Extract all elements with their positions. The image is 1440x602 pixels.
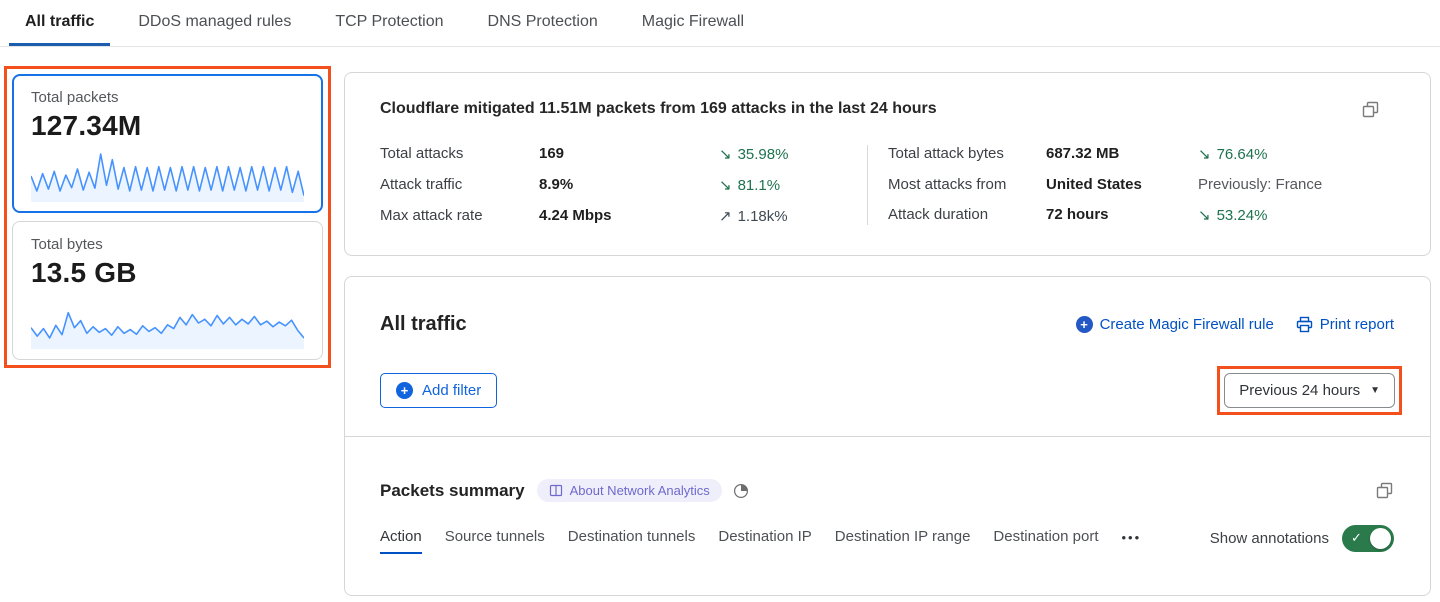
total-packets-sparkline xyxy=(31,150,304,202)
stat-delta: ↘ 35.98% xyxy=(719,146,789,163)
tab-ddos-managed-rules[interactable]: DDoS managed rules xyxy=(138,12,292,30)
metrics-sidebar: Total packets 127.34M Total bytes 13.5 G… xyxy=(4,66,331,368)
attack-summary-title: Cloudflare mitigated 11.51M packets from… xyxy=(380,100,937,117)
total-bytes-sparkline xyxy=(31,297,304,349)
annotation-highlight-metrics: Total packets 127.34M Total bytes 13.5 G… xyxy=(4,66,331,368)
more-tabs-ellipsis-icon[interactable]: ••• xyxy=(1121,529,1142,545)
tab-tcp-protection[interactable]: TCP Protection xyxy=(335,12,444,30)
trend-down-icon: ↘ xyxy=(719,146,732,163)
book-icon xyxy=(549,484,563,497)
stat-previous-value: Previously: France xyxy=(1198,176,1323,193)
stat-delta: ↗ 1.18k% xyxy=(719,208,788,225)
summary-stats-right: Total attack bytes 687.32 MB ↘ 76.64% Mos… xyxy=(867,145,1380,225)
trend-down-icon: ↘ xyxy=(1198,207,1211,224)
print-report-link[interactable]: Print report xyxy=(1296,316,1394,333)
printer-icon xyxy=(1296,316,1313,333)
show-annotations-toggle[interactable]: ✓ xyxy=(1342,525,1394,552)
main-column: Cloudflare mitigated 11.51M packets from… xyxy=(344,66,1431,596)
stat-label: Attack traffic xyxy=(380,176,463,193)
stat-value: 8.9% xyxy=(539,176,574,193)
subtab-source-tunnels[interactable]: Source tunnels xyxy=(444,527,545,545)
tab-dns-protection[interactable]: DNS Protection xyxy=(487,12,598,30)
total-packets-label: Total packets xyxy=(31,89,119,106)
total-packets-value: 127.34M xyxy=(31,110,142,141)
trend-up-icon: ↗ xyxy=(719,208,732,225)
tab-all-traffic[interactable]: All traffic xyxy=(9,0,111,46)
subtab-action[interactable]: Action xyxy=(380,528,422,554)
stat-delta: ↘ 76.64% xyxy=(1198,146,1268,163)
stat-label: Most attacks from xyxy=(888,176,1007,193)
subtab-destination-port[interactable]: Destination port xyxy=(993,527,1099,545)
trend-down-icon: ↘ xyxy=(1198,146,1211,163)
stat-value: 72 hours xyxy=(1046,206,1109,223)
stat-value: 169 xyxy=(539,145,565,162)
top-tabbar: All traffic DDoS managed rules TCP Prote… xyxy=(0,0,1440,47)
all-traffic-card: All traffic + Create Magic Firewall rule xyxy=(344,276,1431,596)
annotation-highlight-timerange: Previous 24 hours ▼ xyxy=(1217,366,1402,415)
trend-down-icon: ↘ xyxy=(719,177,732,194)
subtab-destination-ip-range[interactable]: Destination IP range xyxy=(834,527,971,545)
stat-value: 4.24 Mbps xyxy=(539,207,612,224)
total-bytes-value: 13.5 GB xyxy=(31,257,137,288)
total-bytes-card[interactable]: Total bytes 13.5 GB xyxy=(12,221,323,360)
toggle-knob xyxy=(1370,528,1391,549)
about-network-analytics-badge[interactable]: About Network Analytics xyxy=(536,479,722,502)
subtab-destination-tunnels[interactable]: Destination tunnels xyxy=(567,527,696,545)
all-traffic-title: All traffic xyxy=(380,313,467,335)
copy-icon[interactable] xyxy=(1375,481,1394,500)
plus-circle-icon: + xyxy=(396,382,413,399)
summary-stats-left: Total attacks 169 ↘ 35.98% Attack traffic… xyxy=(380,145,867,225)
stat-value: United States xyxy=(1046,176,1142,193)
stat-label: Total attack bytes xyxy=(888,145,1004,162)
total-bytes-label: Total bytes xyxy=(31,236,103,253)
stat-label: Attack duration xyxy=(888,206,989,223)
chevron-down-icon: ▼ xyxy=(1370,385,1380,396)
time-range-dropdown[interactable]: Previous 24 hours ▼ xyxy=(1224,373,1395,408)
stat-label: Total attacks xyxy=(380,145,464,162)
page-content: Total packets 127.34M Total bytes 13.5 G… xyxy=(0,47,1440,596)
packets-summary-title: Packets summary xyxy=(380,480,525,500)
section-divider xyxy=(345,436,1430,437)
stat-delta: ↘ 53.24% xyxy=(1198,207,1268,224)
create-magic-firewall-rule-link[interactable]: + Create Magic Firewall rule xyxy=(1075,316,1274,333)
show-annotations-label: Show annotations xyxy=(1209,530,1329,547)
tab-magic-firewall[interactable]: Magic Firewall xyxy=(641,12,745,30)
add-filter-button[interactable]: + Add filter xyxy=(380,373,498,408)
stat-value: 687.32 MB xyxy=(1046,145,1120,162)
copy-icon[interactable] xyxy=(1361,100,1380,119)
total-packets-card[interactable]: Total packets 127.34M xyxy=(12,74,323,213)
stat-label: Max attack rate xyxy=(380,207,483,224)
attack-summary-card: Cloudflare mitigated 11.51M packets from… xyxy=(344,72,1431,256)
stat-delta: ↘ 81.1% xyxy=(719,177,781,194)
subtab-destination-ip[interactable]: Destination IP xyxy=(718,527,812,545)
time-period-pie-icon[interactable] xyxy=(733,483,749,499)
plus-circle-icon: + xyxy=(1075,316,1093,333)
check-icon: ✓ xyxy=(1351,530,1362,545)
